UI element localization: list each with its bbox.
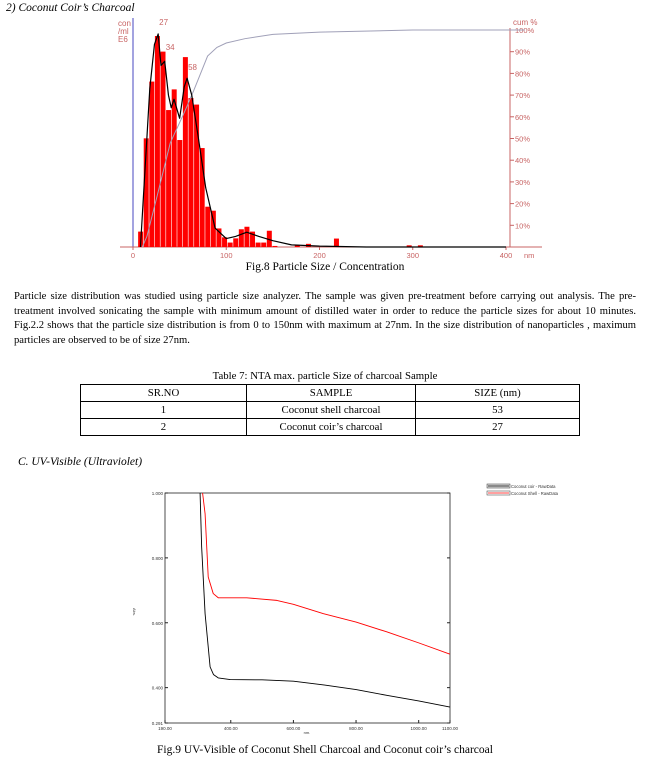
particle-size-table: SR.NO SAMPLE SIZE (nm) 1 Coconut shell c… — [80, 384, 580, 436]
y2-tick-label: 30% — [515, 178, 530, 187]
y-axis-label: con — [118, 19, 131, 28]
x-axis-label: nm — [524, 251, 534, 260]
fit-curve — [139, 33, 506, 248]
plot-frame — [164, 492, 451, 724]
histogram-bar — [194, 104, 200, 247]
y-axis-label: Abs. — [132, 608, 137, 616]
figure-8-caption: Fig.8 Particle Size / Concentration — [245, 261, 405, 273]
histogram-bar — [406, 245, 412, 247]
x-tick-label: 400.00 — [224, 726, 238, 731]
cell-sample: Coconut coir’s charcoal — [246, 418, 416, 436]
y2-tick-label: 40% — [515, 156, 530, 165]
table-row: 1 Coconut shell charcoal 53 — [80, 401, 580, 419]
y-tick-label: 0.400 — [152, 686, 164, 691]
header-srno: SR.NO — [80, 384, 247, 402]
y-tick-label: 1.000 — [152, 491, 164, 496]
table-header-row: SR.NO SAMPLE SIZE (nm) — [80, 384, 580, 402]
peak-label: 27 — [159, 18, 168, 27]
x-tick-label: 100 — [220, 251, 233, 260]
header-sample: SAMPLE — [246, 384, 416, 402]
x-tick-label: 600.00 — [287, 726, 301, 731]
cell-srno: 1 — [80, 401, 247, 419]
y2-tick-label: 90% — [515, 48, 530, 57]
histogram-bar — [188, 98, 194, 247]
y2-tick-label: 20% — [515, 200, 530, 209]
body-paragraph: Particle size distribution was studied u… — [14, 291, 636, 346]
series-line — [199, 492, 451, 708]
table-row: 2 Coconut coir’s charcoal 27 — [80, 418, 580, 436]
y2-tick-label: 60% — [515, 113, 530, 122]
histogram-bar — [222, 237, 228, 247]
peak-label: 34 — [166, 43, 175, 52]
histogram-bar — [216, 228, 222, 247]
histogram-bar — [255, 242, 261, 247]
cell-srno: 2 — [80, 418, 247, 436]
y2-axis-label: cum % — [513, 18, 537, 27]
peak-label: 58 — [188, 63, 197, 72]
y2-tick-label: 70% — [515, 91, 530, 100]
histogram-bar — [149, 81, 155, 248]
y2-tick-label: 100% — [515, 26, 535, 35]
section-heading: 2) Coconut Coir’s Charcoal — [6, 2, 135, 14]
histogram-bar — [143, 138, 149, 247]
histogram-bar — [238, 229, 244, 247]
histogram-bar — [154, 36, 160, 247]
histogram-bar — [227, 242, 233, 247]
histogram-bar — [250, 231, 256, 247]
histogram-bar — [199, 148, 205, 247]
x-tick-label: 1100.00 — [442, 726, 458, 731]
histogram-bar — [333, 238, 339, 247]
cell-sample: Coconut shell charcoal — [246, 401, 416, 419]
histogram-bar — [177, 140, 183, 247]
y-axis-label: /ml — [118, 27, 129, 36]
x-axis-label: nm. — [304, 730, 311, 735]
table-caption: Table 7: NTA max. particle Size of charc… — [212, 370, 438, 382]
legend-label: Coconut coir - RawData — [511, 484, 556, 489]
histogram-bar — [171, 89, 177, 248]
y-tick-label: 0.291 — [152, 721, 164, 726]
histogram-bar — [182, 57, 188, 247]
y2-tick-label: 80% — [515, 69, 530, 78]
x-tick-label: 800.00 — [349, 726, 363, 731]
figure-9-caption: Fig.9 UV-Visible of Coconut Shell Charco… — [157, 744, 493, 756]
histogram-bar — [233, 238, 239, 247]
histogram-bar — [205, 206, 211, 247]
y2-tick-label: 50% — [515, 135, 530, 144]
y-axis-label: E6 — [118, 35, 128, 44]
y-tick-label: 0.600 — [152, 621, 164, 626]
y-tick-label: 0.800 — [152, 556, 164, 561]
histogram-bar — [166, 110, 172, 247]
x-tick-label: 1000.00 — [411, 726, 428, 731]
x-tick-label: 400 — [500, 251, 513, 260]
y2-tick-label: 10% — [515, 221, 530, 230]
histogram-bar — [266, 230, 272, 247]
histogram-bar — [294, 244, 300, 247]
histogram-bar — [272, 245, 278, 247]
cell-size: 53 — [415, 401, 580, 419]
histogram-bar — [210, 210, 216, 247]
x-tick-label: 300 — [406, 251, 419, 260]
cumulative-curve — [141, 29, 525, 248]
cell-size: 27 — [415, 418, 580, 436]
section-c-heading: C. UV-Visible (Ultraviolet) — [18, 456, 143, 468]
x-tick-label: 200 — [313, 251, 326, 260]
x-tick-label: 190.00 — [158, 726, 172, 731]
histogram-bar — [261, 242, 267, 247]
histogram-bar — [417, 245, 423, 247]
series-line — [202, 492, 451, 655]
x-tick-label: 0 — [131, 251, 135, 260]
legend-label: Coconut Shell - RawData — [511, 491, 559, 496]
histogram-bar — [244, 226, 250, 247]
histogram-bar — [160, 51, 166, 247]
header-size: SIZE (nm) — [415, 384, 580, 402]
